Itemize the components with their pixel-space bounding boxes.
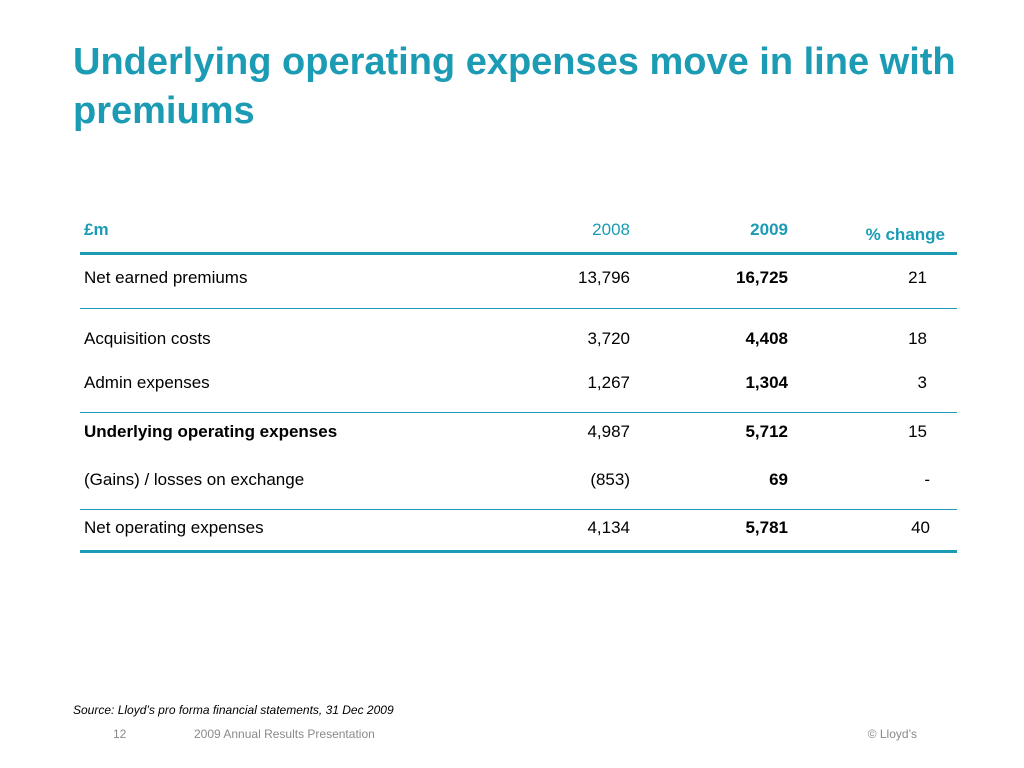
row-value-2009: 5,781 [745,518,788,537]
row-value-2009: 16,725 [736,268,788,287]
row-value-2009: 4,408 [745,329,788,348]
row-label: (Gains) / losses on exchange [84,470,305,489]
table-row: Admin expenses 1,267 1,304 3 [80,365,957,401]
header-2009: 2009 [750,220,788,239]
source-note: Source: Lloyd’s pro forma financial stat… [73,703,394,717]
table-row: Acquisition costs 3,720 4,408 18 [80,321,957,357]
row-value-2009: 1,304 [745,373,788,392]
presentation-name: 2009 Annual Results Presentation [194,727,375,741]
row-divider [80,308,957,309]
header-divider [80,252,957,255]
table-row: Net operating expenses 4,134 5,781 40 [80,510,957,546]
row-value-2008: 1,267 [587,373,630,392]
row-divider [80,509,957,510]
table-row: Underlying operating expenses 4,987 5,71… [80,414,957,450]
row-label: Admin expenses [84,373,210,392]
row-percent-change: 3 [917,373,927,392]
row-percent-change: 21 [908,268,927,287]
expenses-table: £m 2008 2009 % change Net earned premium… [80,200,957,560]
row-label: Net earned premiums [84,268,248,287]
header-currency-label: £m [84,220,109,239]
copyright-notice: © Lloyd’s [867,727,917,741]
header-percent-change: % change [865,225,945,244]
row-percent-change: 18 [908,329,927,348]
row-label: Net operating expenses [84,518,264,537]
row-divider [80,412,957,413]
row-value-2008: 4,987 [587,422,630,441]
row-percent-change: - [924,470,930,489]
row-value-2008: 4,134 [587,518,630,537]
row-value-2008: 3,720 [587,329,630,348]
table-bottom-rule [80,550,957,553]
table-header-row: £m 2008 2009 % change [80,212,957,248]
table-row: (Gains) / losses on exchange (853) 69 - [80,462,957,498]
slide-title: Underlying operating expenses move in li… [73,41,956,132]
table-row: Net earned premiums 13,796 16,725 21 [80,260,957,296]
row-percent-change: 40 [911,518,930,537]
row-label: Underlying operating expenses [84,422,338,441]
row-value-2009: 69 [769,470,788,489]
row-value-2008: 13,796 [578,268,630,287]
row-value-2008: (853) [590,470,630,489]
row-label: Acquisition costs [84,329,211,348]
page-number: 12 [113,727,127,741]
row-percent-change: 15 [908,422,927,441]
header-2008: 2008 [592,220,630,239]
row-value-2009: 5,712 [745,422,788,441]
